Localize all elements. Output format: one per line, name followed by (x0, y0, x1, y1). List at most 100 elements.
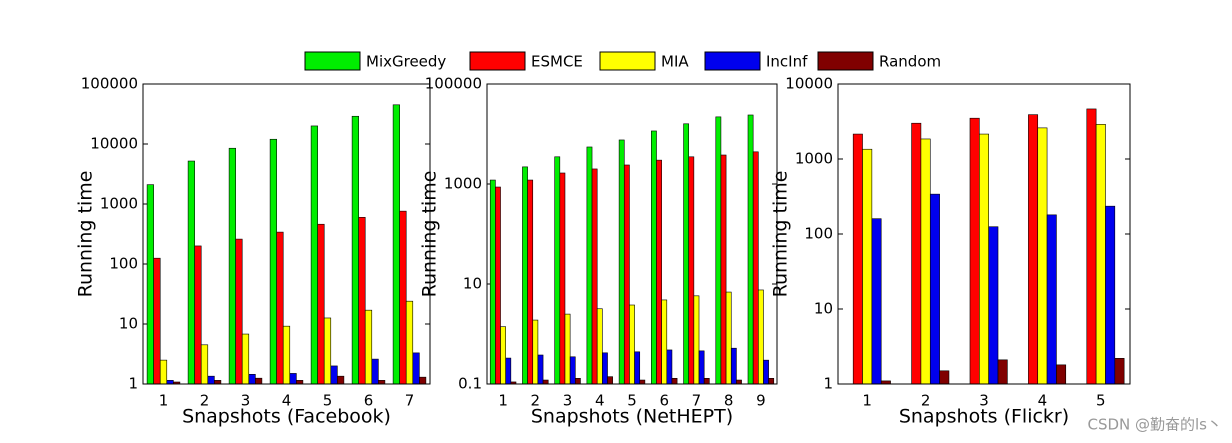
y-tick-label: 100000 (425, 75, 482, 93)
bar (248, 374, 256, 385)
bar (929, 193, 940, 385)
bar (569, 356, 576, 385)
bar (419, 376, 427, 385)
bar (703, 378, 710, 385)
bar (763, 359, 769, 385)
bar (412, 352, 420, 385)
y-tick-label: 0.1 (458, 375, 482, 393)
bar (698, 350, 705, 385)
bar (871, 218, 882, 385)
bar (500, 326, 506, 385)
y-tick-label: 10000 (785, 75, 833, 93)
bar (194, 245, 202, 385)
y-tick-label: 1000 (795, 150, 833, 168)
bar (532, 319, 539, 385)
bar (1114, 358, 1125, 385)
x-axis-label: Snapshots (NetHEPT) (531, 406, 733, 428)
x-axis-label: Snapshots (Flickr) (899, 406, 1069, 428)
axes-frame (142, 83, 431, 385)
watermark: CSDN @勤奋的ls丶 (1087, 416, 1222, 434)
legend-swatch (304, 51, 361, 71)
bar (852, 133, 863, 385)
y-tick-label: 1 (128, 375, 138, 393)
bar (351, 115, 359, 385)
bar (1037, 127, 1048, 385)
x-tick-label: 3 (563, 392, 573, 410)
x-tick-label: 3 (979, 392, 989, 410)
x-tick-label: 4 (595, 392, 605, 410)
bar (862, 148, 873, 385)
bar (276, 231, 284, 385)
bar (489, 179, 496, 385)
legend-label: ESMCE (531, 53, 583, 71)
bar (559, 172, 566, 385)
y-tick-label: 10 (119, 315, 138, 333)
bar (405, 300, 414, 385)
bar (330, 365, 338, 385)
y-tick-label: 10000 (90, 135, 138, 153)
legend-label: MixGreedy (366, 53, 446, 71)
x-tick-label: 4 (1038, 392, 1048, 410)
bar (187, 160, 195, 385)
y-axis-label: Running time (75, 171, 97, 298)
x-tick-label: 2 (531, 392, 541, 410)
bar (634, 351, 641, 385)
bar (364, 309, 373, 385)
y-tick-label: 100000 (81, 75, 138, 93)
bar (255, 377, 263, 385)
bar (554, 156, 561, 385)
bar (337, 375, 345, 385)
y-tick-label: 100 (109, 255, 138, 273)
bar (358, 217, 366, 385)
x-tick-label: 2 (921, 392, 931, 410)
y-axis-label: Running time (770, 171, 792, 298)
bar (629, 304, 635, 385)
bar (997, 359, 1008, 385)
bar (688, 156, 695, 385)
bar (564, 313, 571, 385)
bar (1086, 108, 1097, 385)
bar (988, 226, 999, 385)
x-tick-label: 6 (364, 392, 374, 410)
bar (752, 151, 759, 385)
bar (537, 354, 544, 385)
legend-swatch (599, 51, 656, 71)
x-tick-label: 1 (498, 392, 508, 410)
axes-frame (837, 83, 1131, 385)
bar (591, 168, 598, 385)
bar (310, 125, 318, 385)
bar (214, 380, 222, 385)
bar (661, 299, 668, 385)
x-tick-label: 1 (862, 392, 872, 410)
y-tick-label: 1000 (100, 195, 138, 213)
bar (296, 380, 304, 385)
x-tick-label: 5 (1096, 392, 1106, 410)
bar (392, 104, 400, 385)
bar (1095, 124, 1106, 385)
x-tick-label: 5 (323, 392, 333, 410)
x-tick-label: 2 (200, 392, 210, 410)
bar (656, 159, 662, 385)
x-tick-label: 3 (241, 392, 251, 410)
bar (747, 114, 754, 385)
bar (651, 130, 657, 385)
bar (939, 370, 950, 385)
x-tick-label: 7 (405, 392, 415, 410)
bar (323, 317, 332, 385)
bar (207, 375, 215, 385)
legend-label: Random (879, 53, 941, 71)
bar (693, 295, 700, 385)
bar (289, 373, 297, 385)
bar (768, 378, 775, 385)
bar (607, 376, 613, 385)
bar (623, 164, 630, 385)
y-tick-label: 1 (823, 375, 833, 393)
bar (683, 123, 690, 385)
y-tick-label: 10 (463, 275, 482, 293)
bar (969, 117, 980, 385)
bar (720, 154, 727, 385)
bar (586, 146, 593, 385)
bar (666, 349, 673, 385)
y-axis-label: Running time (419, 171, 441, 298)
